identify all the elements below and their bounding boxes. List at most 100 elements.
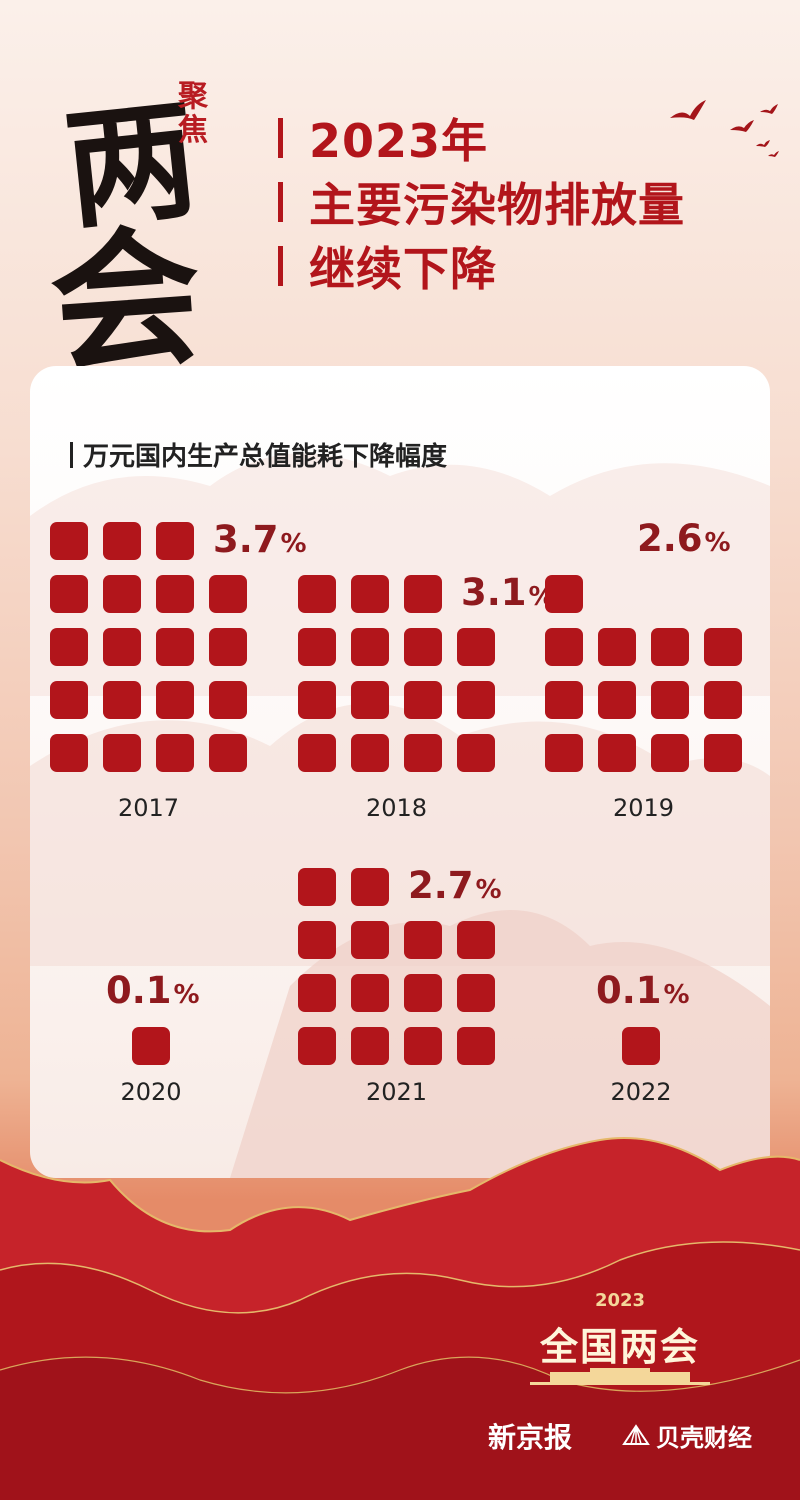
waffle-square xyxy=(404,1027,442,1065)
waffle-square xyxy=(209,575,247,613)
title-text-2: 主要污染物排放量 xyxy=(309,178,685,232)
waffle-square xyxy=(351,628,389,666)
logo-name: 全国两会 xyxy=(539,1325,700,1369)
value-label: 0.1% xyxy=(106,969,200,1012)
waffle-chart: 3.7% 2017 3.1% 2018 2.6% 2019 0.1% 2020 2.7% 2021… xyxy=(30,366,770,1178)
value-label: 2.6% xyxy=(637,517,731,560)
seal-text: 聚焦 xyxy=(178,79,208,148)
waffle-square xyxy=(651,681,689,719)
waffle-square xyxy=(404,921,442,959)
waffle-square xyxy=(704,734,742,772)
waffle-square xyxy=(351,974,389,1012)
chart-panel: 万元国内生产总值能耗下降幅度 3.7% 2017 3.1% 2018 2.6% 2019 0… xyxy=(30,366,770,1178)
chart-title: 万元国内生产总值能耗下降幅度 xyxy=(70,436,447,473)
title-text-1: 2023年 xyxy=(309,114,489,168)
waffle-square xyxy=(298,1027,336,1065)
waffle-square xyxy=(404,974,442,1012)
waffle-square xyxy=(545,575,583,613)
waffle-square xyxy=(132,1027,170,1065)
great-hall-icon xyxy=(530,1368,710,1385)
waffle-square xyxy=(156,734,194,772)
waffle-square xyxy=(545,681,583,719)
waffle-square xyxy=(404,575,442,613)
waffle-square xyxy=(598,734,636,772)
waffle-square xyxy=(351,1027,389,1065)
waffle-square xyxy=(298,575,336,613)
waffle-square xyxy=(209,734,247,772)
title-bar xyxy=(278,246,283,286)
waffle-square xyxy=(103,522,141,560)
year-label: 2019 xyxy=(612,794,675,822)
year-label: 2020 xyxy=(120,1078,182,1106)
title-text-3: 继续下降 xyxy=(309,242,497,296)
waffle-square xyxy=(457,681,495,719)
waffle-square xyxy=(651,628,689,666)
waffle-square xyxy=(103,628,141,666)
waffle-square xyxy=(598,628,636,666)
waffle-square xyxy=(103,681,141,719)
year-label: 2017 xyxy=(117,794,180,822)
calligraphy-logo: 两 会 聚焦 xyxy=(30,60,270,394)
waffle-square xyxy=(457,734,495,772)
red-mountains-bg xyxy=(0,1137,800,1500)
waffle-square xyxy=(622,1027,660,1065)
waffle-square xyxy=(351,681,389,719)
waffle-square xyxy=(209,628,247,666)
waffle-square xyxy=(156,522,194,560)
year-label: 2018 xyxy=(365,794,428,822)
waffle-square xyxy=(50,575,88,613)
waffle-square xyxy=(156,628,194,666)
brand-beike: 贝壳财经 xyxy=(622,1418,752,1453)
waffle-square xyxy=(103,575,141,613)
waffle-square xyxy=(50,628,88,666)
lianghui-2023-logo: 2023 全国两会 xyxy=(500,1290,760,1400)
year-label: 2021 xyxy=(365,1078,428,1106)
title-line-2: 主要污染物排放量 xyxy=(278,172,685,232)
waffle-square xyxy=(404,681,442,719)
waffle-square xyxy=(156,681,194,719)
brand-xinjingbao: 新京报 xyxy=(488,1421,573,1454)
shell-icon xyxy=(622,1423,650,1445)
year-label: 2022 xyxy=(610,1078,672,1106)
waffle-square xyxy=(298,734,336,772)
waffle-square xyxy=(50,734,88,772)
waffle-square xyxy=(298,868,336,906)
waffle-square xyxy=(598,681,636,719)
title-line-3: 继续下降 xyxy=(278,236,497,296)
waffle-square xyxy=(50,681,88,719)
waffle-square xyxy=(298,974,336,1012)
value-label: 2.7% xyxy=(408,864,502,907)
waffle-square xyxy=(209,681,247,719)
waffle-square xyxy=(298,921,336,959)
waffle-square xyxy=(298,628,336,666)
waffle-square xyxy=(457,628,495,666)
waffle-square xyxy=(704,681,742,719)
waffle-square xyxy=(651,734,689,772)
waffle-square xyxy=(404,628,442,666)
title-bar xyxy=(278,118,283,158)
waffle-square xyxy=(351,734,389,772)
chart-title-text: 万元国内生产总值能耗下降幅度 xyxy=(83,442,448,472)
waffle-square xyxy=(103,734,141,772)
brand-beike-text: 贝壳财经 xyxy=(656,1424,752,1452)
value-label: 0.1% xyxy=(596,969,690,1012)
waffle-square xyxy=(156,575,194,613)
waffle-square xyxy=(545,628,583,666)
waffle-square xyxy=(404,734,442,772)
waffle-square xyxy=(457,921,495,959)
value-label: 3.1% xyxy=(461,571,555,614)
waffle-square xyxy=(298,681,336,719)
logo-year: 2023 xyxy=(594,1290,646,1311)
waffle-square xyxy=(545,734,583,772)
title-line-1: 2023年 xyxy=(278,108,488,168)
waffle-square xyxy=(351,868,389,906)
waffle-square xyxy=(351,575,389,613)
value-label: 3.7% xyxy=(213,518,307,561)
waffle-square xyxy=(50,522,88,560)
waffle-square xyxy=(704,628,742,666)
chart-title-bar xyxy=(70,441,73,468)
waffle-square xyxy=(457,1027,495,1065)
title-bar xyxy=(278,182,283,222)
waffle-square xyxy=(457,974,495,1012)
waffle-square xyxy=(351,921,389,959)
